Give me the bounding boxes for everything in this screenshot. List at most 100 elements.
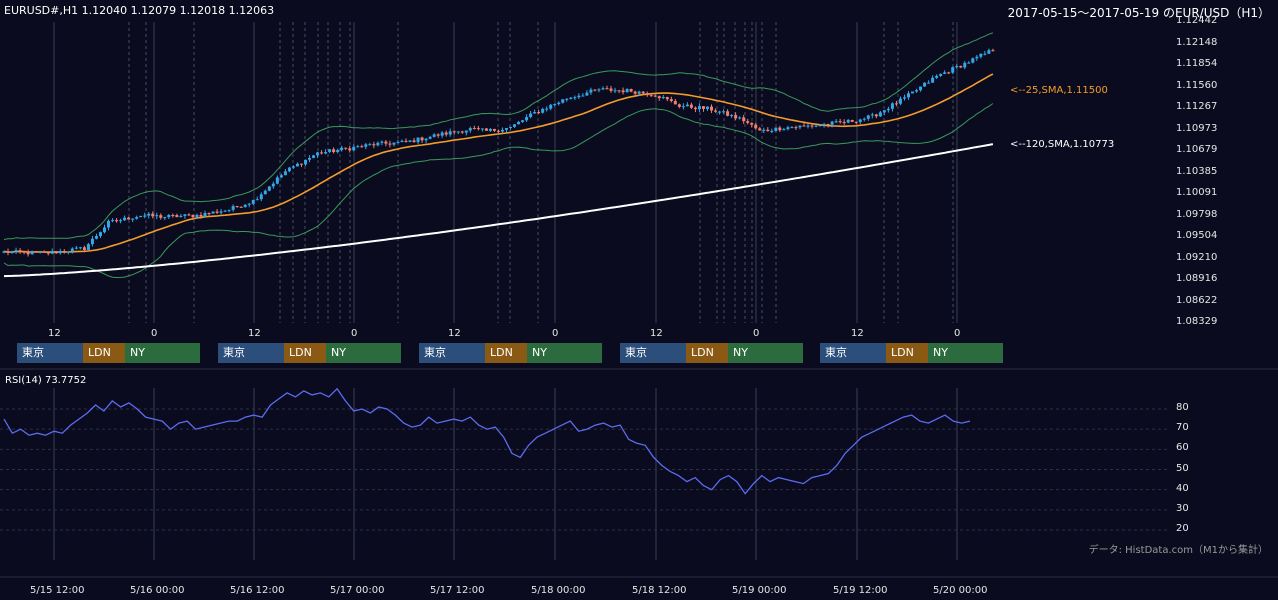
- candle-body: [798, 125, 802, 128]
- candle-body: [742, 117, 746, 122]
- rsi-tick-label: 20: [1176, 523, 1189, 534]
- session-newyork: NY: [125, 343, 200, 363]
- candle-body: [94, 236, 98, 239]
- price-tick-label: 1.10091: [1176, 187, 1218, 198]
- candle-body: [854, 121, 858, 123]
- candle-body: [822, 124, 826, 126]
- session-london: LDN: [485, 343, 527, 363]
- candle-body: [915, 90, 919, 92]
- candle-body: [894, 103, 898, 105]
- candle-body: [525, 117, 529, 121]
- price-tick-label: 1.12442: [1176, 15, 1218, 26]
- candle-body: [935, 75, 939, 78]
- candle-body: [199, 214, 203, 217]
- candle-body: [267, 186, 271, 191]
- rsi-tick-label: 50: [1176, 462, 1189, 474]
- candle-body: [187, 214, 191, 216]
- candle-body: [517, 121, 521, 125]
- candle-body: [818, 125, 822, 127]
- price-tick-label: 1.08916: [1176, 273, 1218, 284]
- candle-body: [151, 213, 155, 217]
- candle-body: [34, 251, 38, 253]
- candle-body: [340, 147, 344, 151]
- sma120-label: <--120,SMA,1.10773: [1010, 139, 1115, 150]
- candle-body: [633, 91, 637, 94]
- candle-body: [605, 88, 609, 90]
- candle-body: [6, 251, 10, 253]
- candle-body: [211, 211, 215, 214]
- hour-tick-label: 0: [552, 328, 559, 339]
- price-tick-label: 1.11267: [1176, 101, 1218, 112]
- candle-body: [127, 217, 131, 220]
- candle-body: [714, 110, 718, 112]
- price-tick-label: 1.10385: [1176, 165, 1218, 177]
- session-tokyo: 東京: [620, 343, 686, 363]
- candle-body: [975, 56, 979, 59]
- bollinger-lower: [3, 103, 994, 279]
- candle-body: [432, 134, 436, 137]
- candle-body: [448, 131, 452, 135]
- candle-body: [66, 251, 70, 253]
- candle-body: [372, 144, 376, 146]
- candle-body: [927, 82, 931, 84]
- candle-body: [271, 183, 275, 187]
- candle-body: [54, 251, 58, 254]
- candle-body: [979, 53, 983, 57]
- candle-body: [111, 220, 115, 222]
- candle-body: [882, 110, 886, 113]
- candle-body: [90, 238, 94, 245]
- candle-body: [553, 103, 557, 105]
- candle-body: [878, 112, 882, 117]
- candle-body: [513, 124, 517, 127]
- candle-body: [171, 214, 175, 216]
- candle-body: [593, 89, 597, 91]
- candle-body: [388, 143, 392, 145]
- price-tick-label: 1.08329: [1176, 316, 1218, 327]
- symbol-ohlc-readout: EURUSD#,H1 1.12040 1.12079 1.12018 1.120…: [4, 4, 275, 17]
- candle-body: [468, 128, 472, 131]
- candle-body: [235, 206, 239, 208]
- price-tick-label: 1.10973: [1176, 122, 1218, 134]
- candle-body: [629, 89, 633, 92]
- candle-body: [589, 89, 593, 93]
- candle-body: [919, 86, 923, 91]
- candle-body: [766, 129, 770, 131]
- candle-body: [103, 227, 106, 233]
- price-tick-label: 1.11560: [1176, 79, 1218, 91]
- candle-body: [842, 122, 846, 124]
- candle-body: [754, 124, 758, 129]
- rsi-tick-label: 60: [1176, 442, 1189, 454]
- session-newyork: NY: [326, 343, 401, 363]
- candle-body: [726, 111, 730, 116]
- candle-body: [139, 215, 143, 218]
- candle-body: [577, 95, 581, 98]
- candle-body: [424, 138, 428, 141]
- candle-body: [722, 111, 726, 113]
- candle-body: [597, 89, 601, 91]
- candle-body: [810, 125, 814, 127]
- session-tokyo: 東京: [218, 343, 284, 363]
- session-london: LDN: [83, 343, 125, 363]
- candle-body: [155, 215, 159, 217]
- candle-body: [412, 140, 416, 143]
- session-tokyo: 東京: [17, 343, 83, 363]
- candle-body: [416, 137, 420, 143]
- candle-body: [907, 93, 910, 98]
- candle-body: [50, 251, 54, 254]
- candle-body: [324, 151, 328, 154]
- candle-body: [890, 103, 894, 109]
- candle-body: [203, 213, 207, 217]
- date-tick-label: 5/15 12:00: [30, 585, 85, 596]
- candle-body: [846, 119, 850, 123]
- price-tick-label: 1.08622: [1176, 294, 1218, 306]
- candle-body: [625, 89, 629, 93]
- candle-body: [163, 217, 167, 219]
- candle-body: [215, 211, 219, 213]
- candle-body: [263, 190, 267, 195]
- candle-body: [98, 232, 102, 237]
- candle-body: [786, 127, 790, 130]
- candle-body: [541, 108, 545, 113]
- candle-body: [834, 121, 838, 123]
- candle-body: [420, 137, 424, 141]
- candle-body: [967, 62, 971, 64]
